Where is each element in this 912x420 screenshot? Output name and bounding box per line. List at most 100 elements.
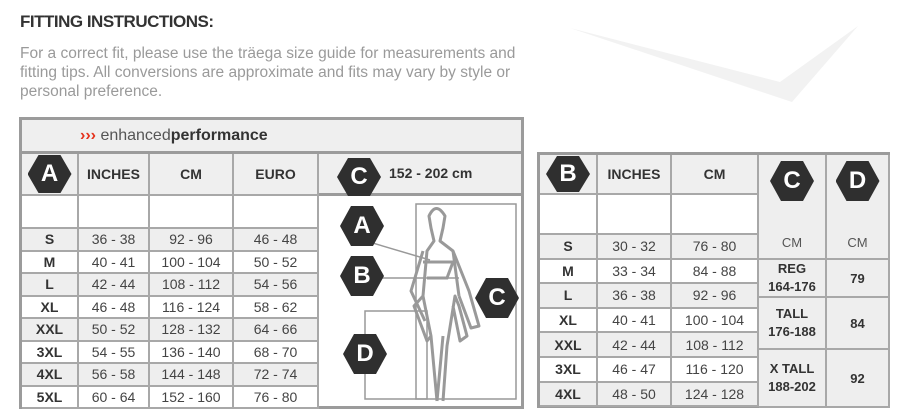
size-label: XXL [22, 319, 79, 342]
chest-cm: 152 - 160 [150, 386, 234, 409]
chest-cm: 92 - 96 [150, 229, 234, 252]
size-label: XL [22, 296, 79, 319]
badge-cell: B [540, 155, 598, 195]
size-label: L [540, 284, 598, 309]
chest-euro: 58 - 62 [234, 296, 319, 319]
diagram-badge-a: A [340, 206, 384, 246]
waist-inches: 48 - 50 [598, 382, 672, 408]
chest-inches: 54 - 55 [79, 341, 150, 364]
column-header-inches: INCHES [598, 155, 672, 195]
unit-label: CM [847, 235, 868, 250]
waist-inches: 30 - 32 [598, 235, 672, 260]
length-tall: TALL 176-188 [759, 298, 827, 350]
brand-bold: performance [170, 126, 268, 144]
badge-c: C [770, 161, 814, 201]
waist-cm: 124 - 128 [672, 382, 759, 408]
size-label: S [540, 235, 598, 260]
inseam-value: 84 [827, 298, 890, 350]
chest-inches: 42 - 44 [79, 274, 150, 297]
chest-inches: 36 - 38 [79, 229, 150, 252]
length-x-tall: X TALL 188-202 [759, 350, 827, 408]
chest-euro: 50 - 52 [234, 251, 319, 274]
column-header-cm: CM [150, 154, 234, 196]
size-label: 3XL [22, 341, 79, 364]
height-header: C 152 - 202 cm [319, 154, 521, 196]
chest-euro: 68 - 70 [234, 341, 319, 364]
waist-cm: 116 - 120 [672, 358, 759, 383]
page-title: FITTING INSTRUCTIONS: [20, 12, 214, 31]
chest-euro: 46 - 48 [234, 229, 319, 252]
inseam-value: 92 [827, 350, 890, 408]
size-label: M [540, 259, 598, 285]
length-name: X TALL [769, 361, 815, 376]
checkmark-watermark-icon [570, 26, 858, 102]
waist-inches: 33 - 34 [598, 259, 672, 285]
spacer-cell [150, 196, 234, 229]
length-range: 164-176 [768, 279, 816, 294]
chest-euro: 76 - 80 [234, 386, 319, 409]
size-label: 4XL [540, 382, 598, 408]
size-label: 3XL [540, 358, 598, 383]
chest-cm: 128 - 132 [150, 319, 234, 342]
badge-b: B [546, 156, 590, 192]
waist-cm: 84 - 88 [672, 259, 759, 285]
chest-inches: 46 - 48 [79, 296, 150, 319]
chest-inches: 56 - 58 [79, 364, 150, 387]
waist-inches: 46 - 47 [598, 358, 672, 383]
length-range: 176-188 [768, 324, 816, 339]
chest-euro: 54 - 56 [234, 274, 319, 297]
waist-cm: 76 - 80 [672, 235, 759, 260]
spacer-cell [22, 196, 79, 229]
body-diagram [348, 203, 517, 402]
size-label: S [22, 229, 79, 252]
chest-cm: 108 - 112 [150, 274, 234, 297]
size-label: L [22, 274, 79, 297]
diagram-badge-c: C [475, 278, 519, 318]
waist-cm: 100 - 104 [672, 308, 759, 334]
unit-label: CM [781, 235, 803, 250]
chest-cm: 100 - 104 [150, 251, 234, 274]
brand-banner: ››› enhancedperformance [22, 120, 521, 154]
column-header-cm: CM [672, 155, 759, 195]
size-label: XL [540, 308, 598, 334]
badge-d: D [835, 161, 880, 201]
brand-logo: ››› enhancedperformance [80, 127, 268, 145]
badge-c: C [337, 158, 381, 196]
length-name: REG [777, 261, 807, 276]
spacer-cell [598, 195, 672, 235]
spacer-cell [79, 196, 150, 229]
column-header-d: D CM [827, 155, 890, 260]
waist-inches: 42 - 44 [598, 333, 672, 358]
chest-inches: 60 - 64 [79, 386, 150, 409]
spacer-cell [672, 195, 759, 235]
arrows-icon: ››› [80, 126, 96, 144]
spacer-cell [540, 195, 598, 235]
length-name: TALL [775, 306, 809, 321]
intro-text: For a correct fit, please use the träega… [20, 45, 516, 100]
column-header-euro: EURO [234, 154, 319, 196]
length-reg: REG 164-176 [759, 260, 827, 298]
waist-inches: 36 - 38 [598, 284, 672, 309]
chest-euro: 72 - 74 [234, 364, 319, 387]
size-label: 4XL [22, 364, 79, 387]
diagram-badge-b: B [340, 256, 384, 296]
size-label: M [22, 251, 79, 274]
chest-cm: 136 - 140 [150, 341, 234, 364]
inseam-value: 79 [827, 260, 890, 298]
chest-inches: 50 - 52 [79, 319, 150, 342]
column-header-c: C CM [759, 155, 827, 260]
badge-cell: A [22, 154, 79, 196]
chest-cm: 144 - 148 [150, 364, 234, 387]
waist-length-table: B INCHES CM S 30 - 32 76 - 80 M 33 - 34 84 - 88 L… [537, 152, 890, 408]
height-range: 152 - 202 cm [389, 165, 473, 181]
chest-inches: 40 - 41 [79, 251, 150, 274]
brand-light: enhanced [100, 126, 171, 144]
waist-inches: 40 - 41 [598, 308, 672, 334]
size-label: XXL [540, 333, 598, 358]
size-label: 5XL [22, 386, 79, 409]
waist-cm: 108 - 112 [672, 333, 759, 358]
badge-a: A [27, 155, 72, 193]
chest-cm: 116 - 124 [150, 296, 234, 319]
column-header-inches: INCHES [79, 154, 150, 196]
chest-size-table: ››› enhancedperformance C 152 - 202 cm A… [19, 117, 524, 409]
